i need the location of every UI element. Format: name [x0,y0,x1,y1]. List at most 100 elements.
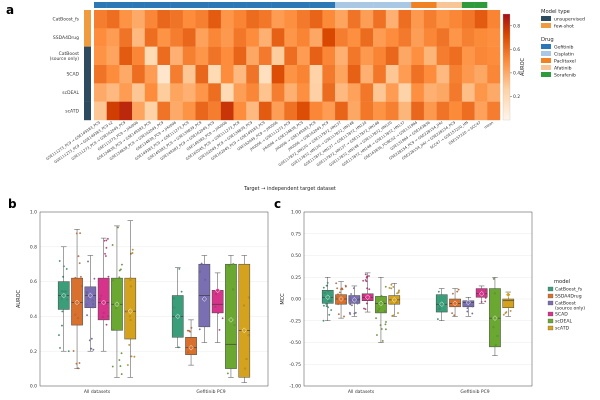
heatmap-cell [309,65,323,84]
data-point [111,365,114,368]
heatmap-cell [220,28,234,47]
drug-bar-cell [335,2,348,8]
drug-bar-cell [322,2,336,8]
drug-bar-cell [258,2,272,8]
data-point [79,232,81,235]
heatmap-cell [449,65,463,84]
model-type-swatch [541,23,551,28]
heatmap-cell [119,10,133,29]
mean-marker [74,299,80,306]
heatmap-cell [284,46,298,66]
data-point [58,260,61,262]
heatmap-cell [132,28,145,47]
data-point [509,310,512,312]
heatmap-cell [487,65,501,84]
heatmap-cell [284,65,298,84]
heatmap-cell [132,10,145,29]
data-point [384,323,387,326]
heatmap-cell [347,28,361,47]
data-point [77,255,80,258]
data-point [381,340,384,342]
heatmap-cell [360,83,374,102]
data-point [349,298,352,301]
model-type-cell [84,28,91,47]
data-point [178,267,181,270]
colorbar-tick-label: 0.6 [513,47,520,53]
model-type-label: unsupervised [554,16,585,22]
colorbar-label: AUROC [520,58,526,76]
heatmap-cell [106,65,120,84]
y-axis-label: MCC [280,293,286,305]
data-point [484,297,487,299]
heatmap-row-label: scATD [65,108,79,114]
heatmap-cell [246,65,260,84]
mean-marker [214,287,221,294]
heatmap-cell [360,65,374,84]
data-point [105,255,107,257]
model-label: SSDA4Drug [555,294,582,300]
data-point [328,300,330,302]
heatmap-cell [233,10,247,29]
data-point [362,279,365,282]
data-point [105,303,108,305]
heatmap-column-labels: GSE111273_PC9 → GSE149383_PC9GSE111273_P… [45,120,494,167]
drug-label: Cisplatin [554,51,574,57]
data-point [173,297,175,300]
drug-bar-cell [170,2,184,8]
data-point [72,350,75,352]
heatmap-cell [284,83,298,102]
drug-bar-cell [309,2,323,8]
drug-bar-cell [474,2,488,8]
colorbar-gradient [502,13,511,121]
data-point [357,298,360,300]
model-swatch [547,286,554,292]
model-label-line: (source only) [555,306,585,312]
drug-bar-cell [195,2,209,8]
y-tick-label: 0.25 [291,275,301,281]
data-point [323,304,325,307]
data-point [92,303,94,305]
data-point [227,372,229,375]
mcc-boxplot-panel: -1.00 -0.75 -0.50 -0.25 0.00 0.25 0.50 0.75 1.00… [280,210,533,395]
heatmap-cell [461,101,475,121]
heatmap-cell [208,65,222,84]
heatmap-cell [322,83,336,102]
data-point [396,301,399,304]
heatmap-cell [449,101,463,121]
data-point [368,288,371,291]
heatmap-cell [309,46,323,66]
data-point [325,305,328,307]
heatmap-row-label: CatBoost_fs [52,17,79,23]
heatmap-cell [385,46,399,66]
heatmap-row-label-line: scATD [65,108,79,114]
data-point [496,335,499,337]
data-point [62,275,64,278]
data-point [326,281,329,284]
heatmap-cell [220,83,234,102]
heatmap-cell [436,10,450,29]
heatmap-cell [347,10,361,29]
data-point [322,319,325,322]
data-point [103,239,106,242]
y-tick-label: 0.75 [291,231,301,237]
data-point [104,252,106,255]
drug-bar-cell [132,2,145,8]
data-point [335,295,338,298]
heatmap-cell [208,28,222,47]
drug-bar-cell [284,2,298,8]
data-point [125,310,128,313]
y-tick-label: 0.0 [30,384,37,390]
y-tick-label: -1.00 [289,384,301,390]
heatmap-cell [258,10,272,29]
heatmap-cell [132,65,145,84]
data-point [385,321,387,323]
mean-marker [100,299,107,306]
drug-bar-cell [398,2,412,8]
box-5-1 [502,298,515,308]
heatmap-cell [271,83,285,102]
drug-bar-cell [106,2,120,8]
heatmap-cell [157,10,171,29]
heatmap-cell [474,10,488,29]
data-point [93,277,96,280]
model-label-line: scATD [555,326,570,332]
